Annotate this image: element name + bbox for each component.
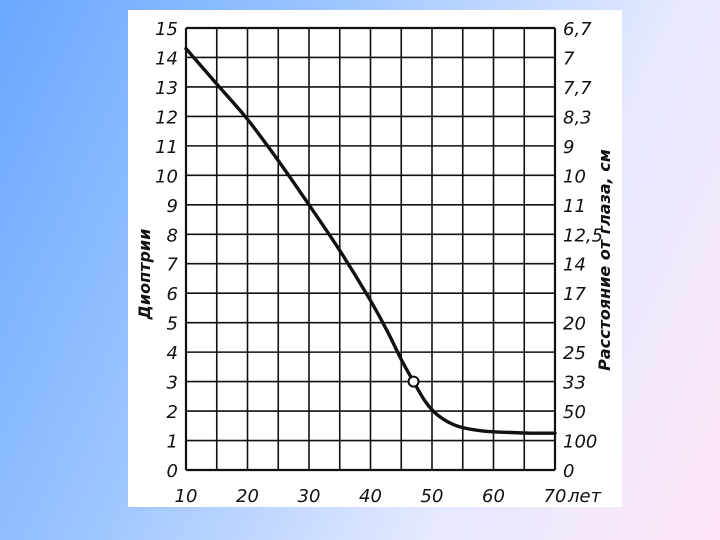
right-tick-label: 6,7: [563, 19, 592, 40]
x-axis-unit: лет: [567, 486, 602, 507]
right-y-tick-labels: 0 100 50 33 25 20 17 14 12,5 11 10 9 8,3 7,7 7 6,7: [563, 19, 603, 482]
right-tick-label: 20: [563, 314, 586, 335]
right-tick-label: 100: [563, 432, 597, 453]
left-tick-label: 0: [167, 461, 178, 482]
right-tick-label: 7,7: [563, 78, 592, 99]
left-axis-title: Диоптрии: [135, 229, 154, 321]
left-tick-label: 4: [167, 343, 178, 364]
left-tick-label: 10: [155, 166, 178, 187]
left-tick-label: 1: [167, 432, 178, 453]
x-tick-label: 40: [359, 486, 382, 507]
x-tick-label: 60: [482, 486, 505, 507]
right-tick-label: 11: [563, 196, 586, 217]
left-tick-label: 7: [167, 255, 179, 276]
x-tick-label: 30: [298, 486, 321, 507]
series: [184, 46, 557, 435]
right-tick-label: 9: [563, 137, 574, 158]
right-tick-label: 50: [563, 402, 586, 423]
right-tick-label: 33: [563, 373, 586, 394]
x-tick-label: 20: [236, 486, 259, 507]
x-tick-labels: 10 20 30 40 50 60 70: [175, 486, 567, 507]
left-tick-label: 12: [155, 107, 178, 128]
series-line: [184, 46, 557, 435]
right-tick-label: 7: [563, 48, 575, 69]
left-tick-label: 11: [155, 137, 178, 158]
chart-panel: 0 1 2 3 4 5 6 7 8 9 10 11 12 13 14 15 0 100 50 33 25 20 17 14 1…: [128, 10, 622, 507]
right-tick-label: 12,5: [563, 225, 603, 246]
data-point-marker: [407, 375, 420, 388]
x-tick-label: 10: [175, 486, 198, 507]
right-tick-label: 25: [563, 343, 586, 364]
left-tick-label: 9: [167, 196, 178, 217]
left-tick-label: 3: [167, 373, 178, 394]
right-tick-label: 14: [563, 255, 586, 276]
left-tick-label: 5: [167, 314, 178, 335]
x-tick-label: 70: [544, 486, 567, 507]
right-tick-label: 8,3: [563, 107, 592, 128]
left-tick-label: 2: [167, 402, 178, 423]
left-tick-label: 6: [167, 284, 178, 305]
right-tick-label: 17: [563, 284, 586, 305]
x-tick-label: 50: [421, 486, 444, 507]
right-axis-title: Расстояние от глаза, см: [595, 149, 614, 371]
left-tick-label: 13: [155, 78, 178, 99]
right-tick-label: 10: [563, 166, 586, 187]
left-tick-label: 15: [155, 19, 178, 40]
left-tick-label: 8: [167, 225, 178, 246]
right-tick-label: 0: [563, 461, 574, 482]
grid: [184, 26, 557, 472]
left-tick-label: 14: [155, 48, 178, 69]
